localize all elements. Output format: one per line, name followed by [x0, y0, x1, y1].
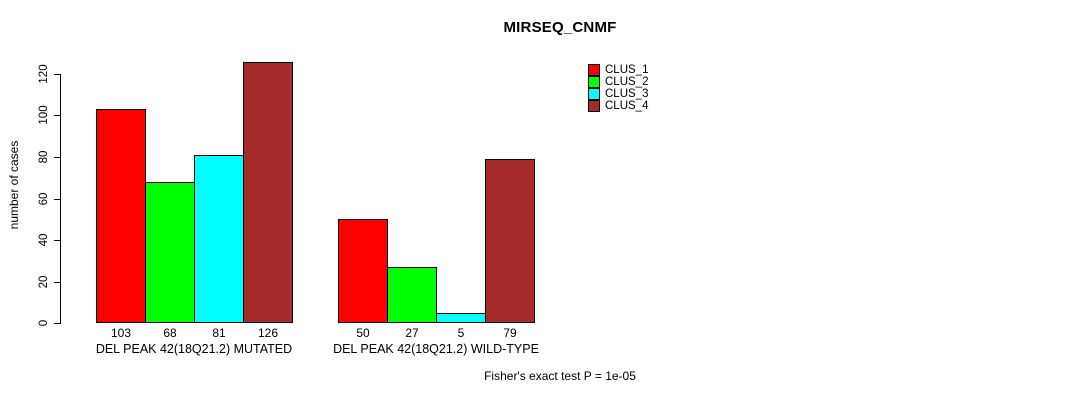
y-axis-label: number of cases	[7, 140, 21, 230]
y-tick-label: 120	[38, 64, 50, 84]
bar-value-label: 68	[163, 326, 177, 340]
bar-value-label: 126	[257, 326, 279, 340]
bar-clus_1-group1	[96, 109, 146, 323]
legend-label: CLUS_4	[605, 100, 649, 112]
bar-clus_1-group2	[338, 219, 388, 323]
y-tick	[54, 240, 60, 241]
legend-label: CLUS_2	[605, 76, 649, 88]
legend-label: CLUS_1	[605, 64, 649, 76]
legend-swatch	[588, 88, 600, 100]
group-label: DEL PEAK 42(18Q21.2) WILD-TYPE	[333, 342, 539, 356]
y-tick	[54, 157, 60, 158]
legend-swatch	[588, 100, 600, 112]
bar-clus_2-group2	[387, 267, 437, 323]
bar-value-label: 5	[457, 326, 465, 340]
legend-label: CLUS_3	[605, 88, 649, 100]
y-tick	[54, 199, 60, 200]
fisher-test-annotation: Fisher's exact test P = 1e-05	[484, 369, 636, 383]
bar-value-label: 50	[356, 326, 370, 340]
chart-title: MIRSEQ_CNMF	[503, 19, 617, 36]
legend-item-clus_3: CLUS_3	[588, 88, 648, 100]
legend-item-clus_4: CLUS_4	[588, 100, 648, 112]
bar-value-label: 81	[212, 326, 226, 340]
y-tick	[54, 115, 60, 116]
bar-clus_3-group1	[194, 155, 244, 323]
y-tick	[54, 323, 60, 324]
bar-value-label: 79	[503, 326, 517, 340]
bar-clus_2-group1	[145, 182, 195, 323]
bar-value-label: 103	[110, 326, 132, 340]
legend-swatch	[588, 64, 600, 76]
y-tick	[54, 74, 60, 75]
y-axis-line	[60, 74, 61, 324]
legend: CLUS_1 CLUS_2 CLUS_3 CLUS_4	[588, 64, 648, 112]
bar-clus_3-group2	[436, 313, 486, 323]
y-tick	[54, 282, 60, 283]
bar-clus_4-group2	[485, 159, 535, 323]
legend-swatch	[588, 76, 600, 88]
legend-item-clus_1: CLUS_1	[588, 64, 648, 76]
bar-value-label: 27	[405, 326, 419, 340]
bar-clus_4-group1	[243, 62, 293, 323]
legend-item-clus_2: CLUS_2	[588, 76, 648, 88]
group-label: DEL PEAK 42(18Q21.2) MUTATED	[95, 342, 293, 356]
